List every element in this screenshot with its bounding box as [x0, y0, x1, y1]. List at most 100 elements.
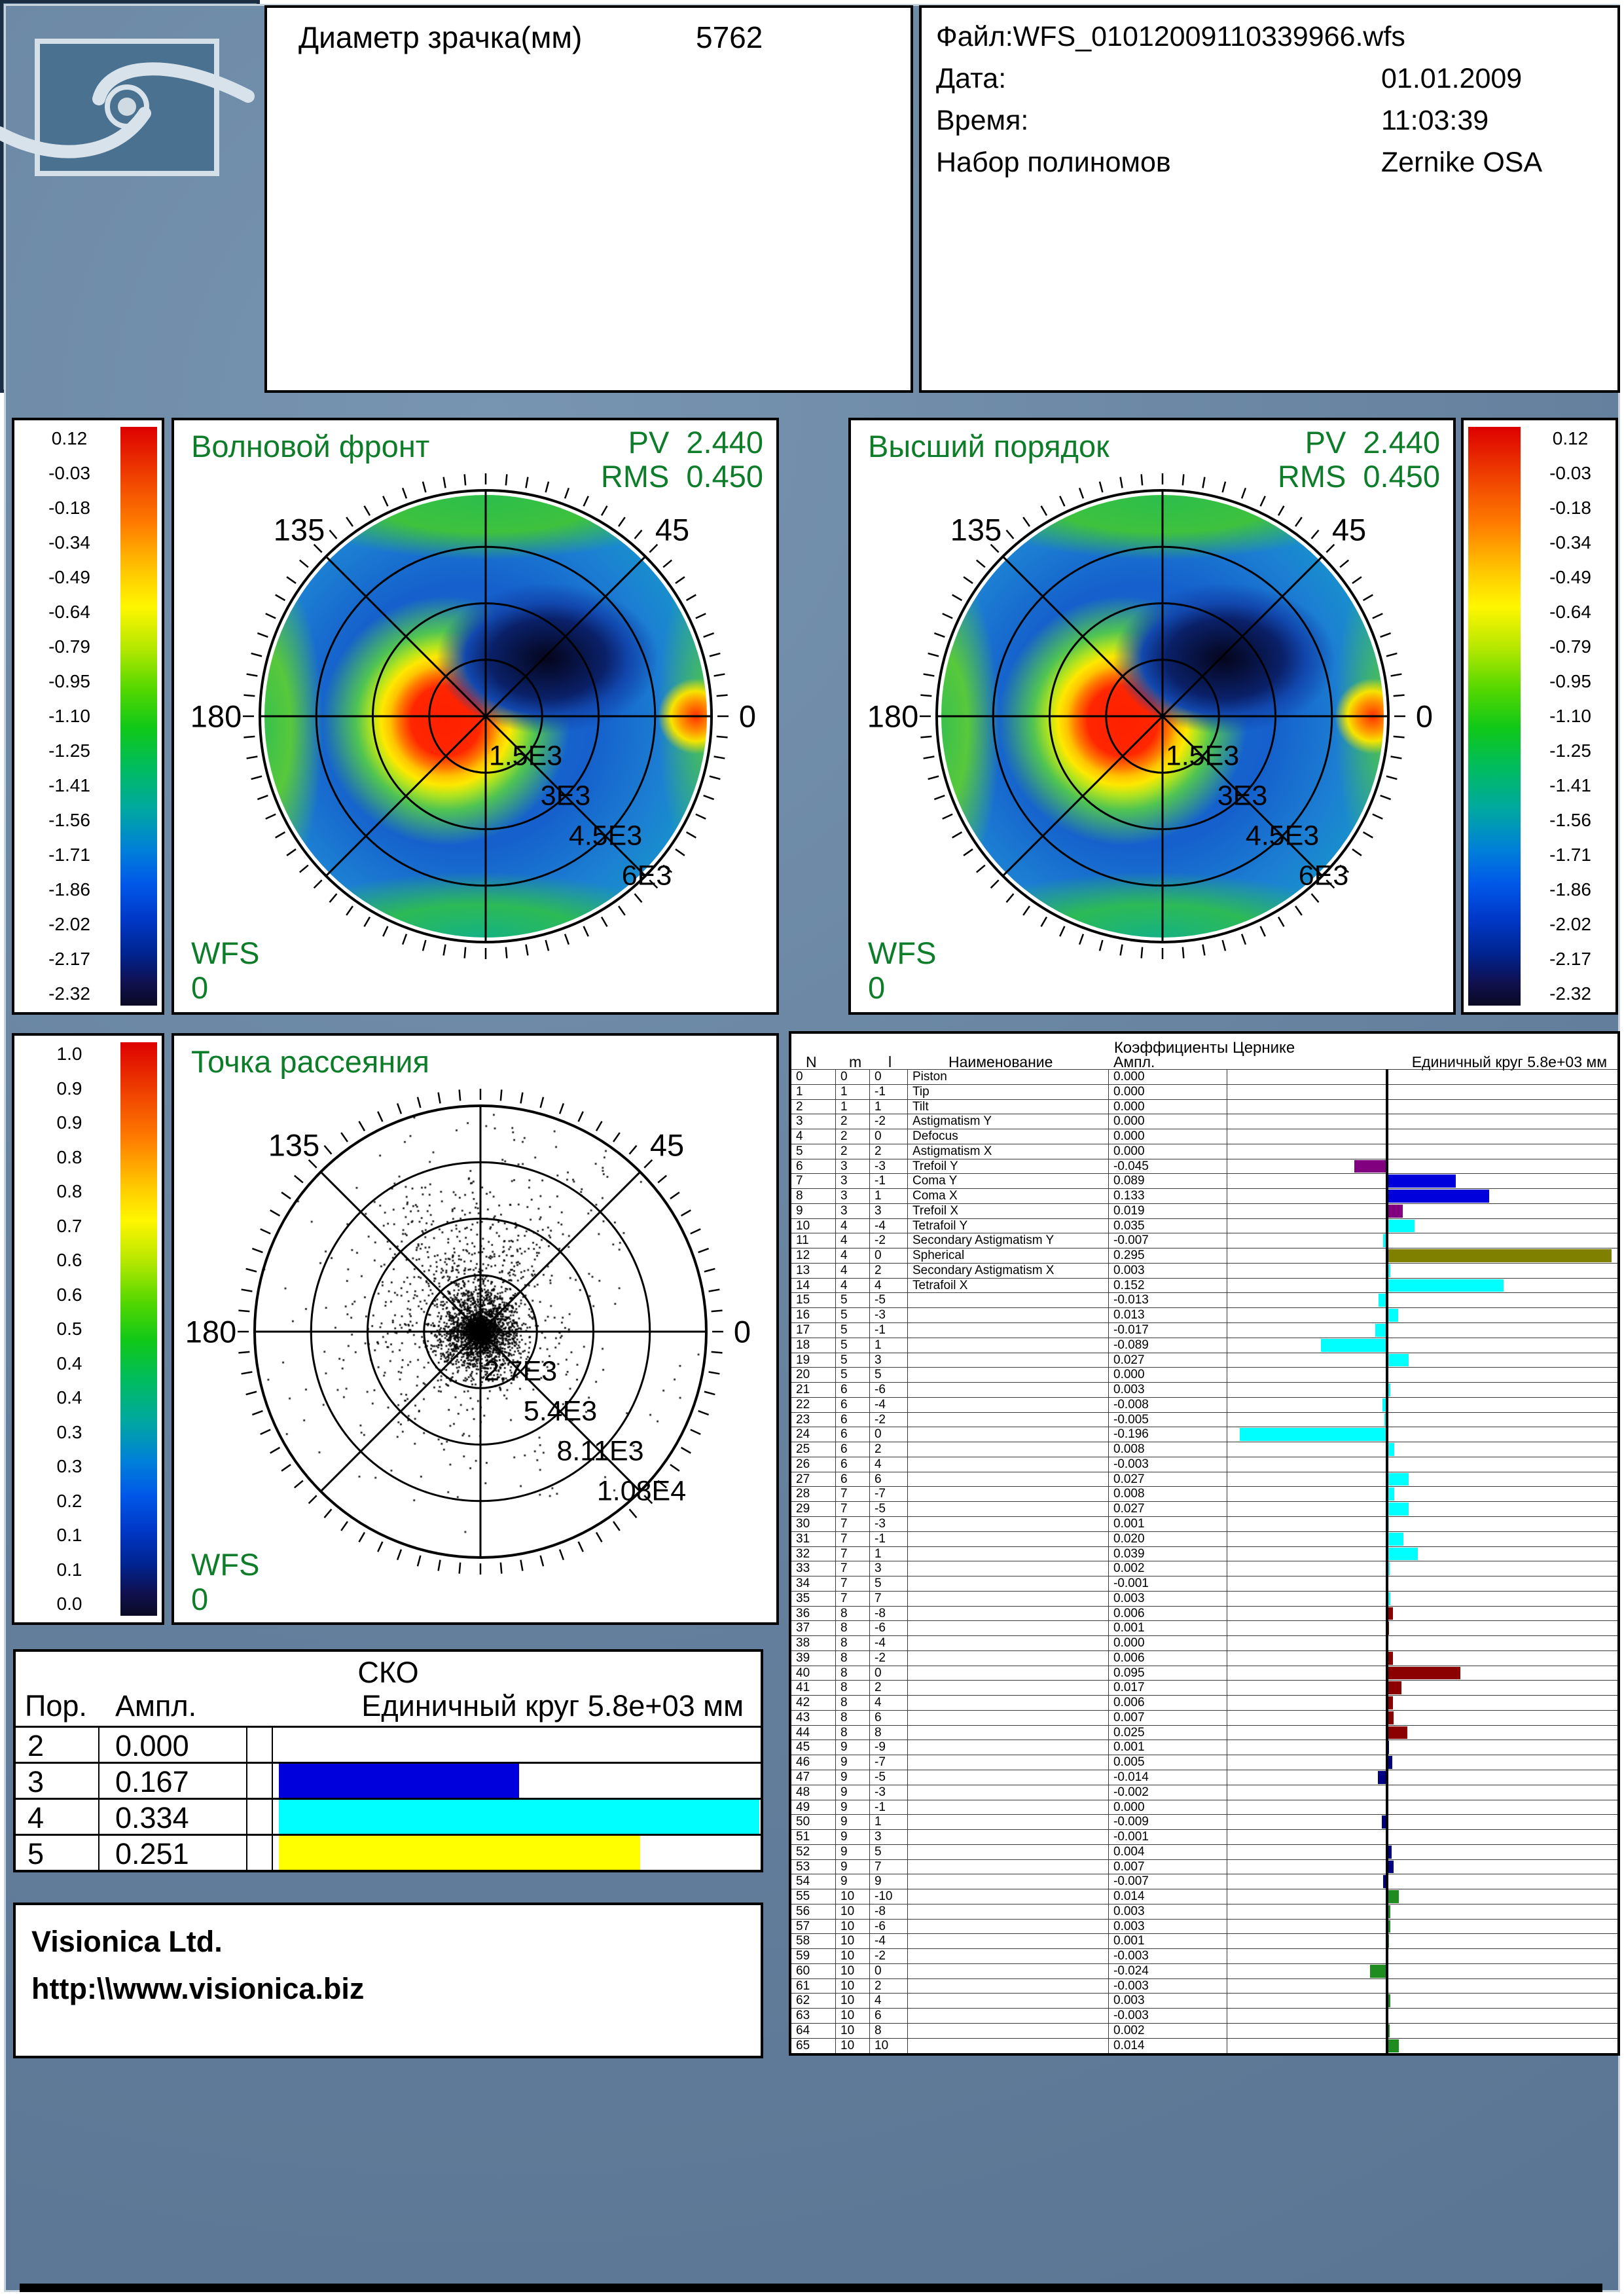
zernike-row: 28 7 -7 0.008 — [791, 1486, 1617, 1502]
zernike-coefficients-table: Коэффициенты Цернике N m l Наименование … — [789, 1031, 1620, 2056]
zernike-row: 53 9 7 0.007 — [791, 1859, 1617, 1874]
zernike-row: 64 10 8 0.002 — [791, 2023, 1617, 2038]
wfs-value: 0 — [191, 970, 209, 1005]
zernike-row: 38 8 -4 0.000 — [791, 1635, 1617, 1650]
zernike-cell: 8 — [791, 1189, 836, 1203]
zernike-coefficient-bar — [1388, 1279, 1504, 1292]
zernike-row: 59 10 -2 -0.003 — [791, 1948, 1617, 1963]
zernike-cell: 0.035 — [1109, 1218, 1227, 1233]
zernike-cell: Astigmatism Y — [908, 1114, 1109, 1129]
zernike-cell: 23 — [791, 1412, 836, 1427]
colorbar-tick-label: -0.95 — [1549, 671, 1591, 691]
zernike-cell: 0.003 — [1109, 1904, 1227, 1919]
zernike-row: 45 9 -9 0.001 — [791, 1740, 1617, 1755]
zernike-coefficient-bar — [1388, 1175, 1456, 1188]
zernike-row: 2 1 1 Tilt 0.000 — [791, 1099, 1617, 1114]
zernike-cell: 1 — [870, 1189, 908, 1203]
zernike-cell: 47 — [791, 1770, 836, 1785]
zernike-cell: -2 — [870, 1233, 908, 1248]
zernike-cell: 8 — [836, 1606, 870, 1621]
zernike-cell: Secondary Astigmatism X — [908, 1263, 1109, 1278]
zernike-row: 55 10 -10 0.014 — [791, 1889, 1617, 1904]
zernike-cell: 18 — [791, 1338, 836, 1353]
zernike-cell: 3 — [836, 1203, 870, 1218]
colorbar-tick-label: -0.79 — [1549, 636, 1591, 657]
zernike-cell — [908, 1889, 1109, 1904]
zernike-row: 63 10 6 -0.003 — [791, 2008, 1617, 2023]
zernike-cell: -2 — [870, 1412, 908, 1427]
zernike-cell — [908, 1606, 1109, 1621]
zernike-coefficient-bar — [1381, 1815, 1388, 1829]
zernike-cell: -0.024 — [1109, 1963, 1227, 1978]
wavefront-colorbar: 0.12 -0.03 -0.18 -0.34 -0.49 -0.64 -0.79 -0.95 -… — [12, 418, 164, 1015]
zernike-row: 48 9 -3 -0.002 — [791, 1784, 1617, 1800]
zernike-cell: 7 — [836, 1546, 870, 1561]
rms-label: RMS — [1277, 458, 1346, 494]
colorbar-tick-label: 0.12 — [1552, 428, 1589, 448]
colorbar-tick-label: -1.71 — [1549, 845, 1591, 865]
zernike-cell: 24 — [791, 1427, 836, 1442]
zernike-cell: -10 — [870, 1889, 908, 1904]
polar-angle-label: 0 — [738, 699, 757, 734]
zernike-row: 10 4 -4 Tetrafoil Y 0.035 — [791, 1218, 1617, 1233]
zernike-cell — [908, 1934, 1109, 1949]
sko-order: 4 — [27, 1801, 45, 1834]
zernike-cell: -0.003 — [1109, 1457, 1227, 1472]
zernike-row: 6 3 -3 Trefoil Y -0.045 — [791, 1158, 1617, 1174]
colorbar-scale-labels: 0.12 -0.03 -0.18 -0.34 -0.49 -0.64 -0.79 -0.95 -… — [17, 429, 122, 1003]
zernike-coefficient-bar — [1388, 1532, 1404, 1546]
zernike-cell: 0.000 — [1109, 1636, 1227, 1650]
company-url: http:\\www.visionica.biz — [31, 1972, 365, 2005]
zernike-row: 16 5 -3 0.013 — [791, 1307, 1617, 1323]
zernike-cell: 51 — [791, 1830, 836, 1844]
zernike-coefficient-bar — [1388, 1711, 1394, 1724]
zernike-cell — [908, 1859, 1109, 1874]
colorbar-tick-label: 0.6 — [56, 1250, 82, 1270]
colorbar-tick-label: -1.56 — [48, 810, 90, 830]
zernike-cell: 6 — [791, 1159, 836, 1174]
file-name: Файл:WFS_01012009110339966.wfs — [936, 21, 1405, 52]
zernike-cell: 0.095 — [1109, 1666, 1227, 1681]
sko-amplitude: 0.251 — [115, 1837, 189, 1870]
zernike-coefficient-bar — [1388, 2039, 1399, 2052]
zernike-coefficient-bar — [1388, 1219, 1415, 1233]
zernike-cell: 0.000 — [1109, 1084, 1227, 1099]
zernike-cell: 10 — [836, 1934, 870, 1949]
col-header-ampl: Ампл. — [115, 1689, 197, 1722]
zernike-cell: 36 — [791, 1606, 836, 1621]
zernike-row: 3 2 -2 Astigmatism Y 0.000 — [791, 1114, 1617, 1129]
zernike-cell: 8 — [836, 1666, 870, 1681]
zernike-cell — [908, 1323, 1109, 1338]
rms-label: RMS — [600, 458, 670, 494]
zernike-cell: 10 — [836, 2009, 870, 2023]
zernike-cell: -5 — [870, 1770, 908, 1785]
zernike-row: 17 5 -1 -0.017 — [791, 1322, 1617, 1338]
zernike-cell: -2 — [870, 1949, 908, 1963]
sko-row: 2 0.000 — [16, 1726, 761, 1762]
zernike-cell: 25 — [791, 1442, 836, 1457]
zernike-cell — [908, 1740, 1109, 1755]
sko-order: 3 — [27, 1765, 45, 1798]
zernike-cell: Astigmatism X — [908, 1144, 1109, 1159]
polar-grid — [243, 473, 729, 959]
wfs-label: WFS — [191, 936, 260, 970]
zernike-cell: 49 — [791, 1800, 836, 1815]
zernike-row: 27 6 6 0.027 — [791, 1471, 1617, 1487]
zernike-row: 11 4 -2 Secondary Astigmatism Y -0.007 — [791, 1233, 1617, 1248]
colorbar-tick-label: 0.1 — [56, 1559, 82, 1580]
zernike-cell: 0.027 — [1109, 1353, 1227, 1368]
zernike-cell: Secondary Astigmatism Y — [908, 1233, 1109, 1248]
zernike-cell: 7 — [870, 1591, 908, 1606]
zernike-cell: 21 — [791, 1383, 836, 1397]
zernike-cell: 9 — [836, 1844, 870, 1859]
sko-order: 5 — [27, 1837, 45, 1870]
colorbar-tick-label: -2.02 — [48, 914, 90, 934]
zero-axis-line — [1386, 1069, 1388, 2053]
zernike-cell: -3 — [870, 1516, 908, 1531]
colorbar-tick-label: 0.6 — [56, 1284, 82, 1305]
colorbar-tick-label: -1.41 — [1549, 775, 1591, 795]
pv-value: 2.440 — [686, 425, 763, 460]
zernike-coefficient-bar — [1388, 1845, 1392, 1859]
zernike-cell: Tip — [908, 1084, 1109, 1099]
zernike-coefficient-bar — [1388, 1681, 1401, 1695]
